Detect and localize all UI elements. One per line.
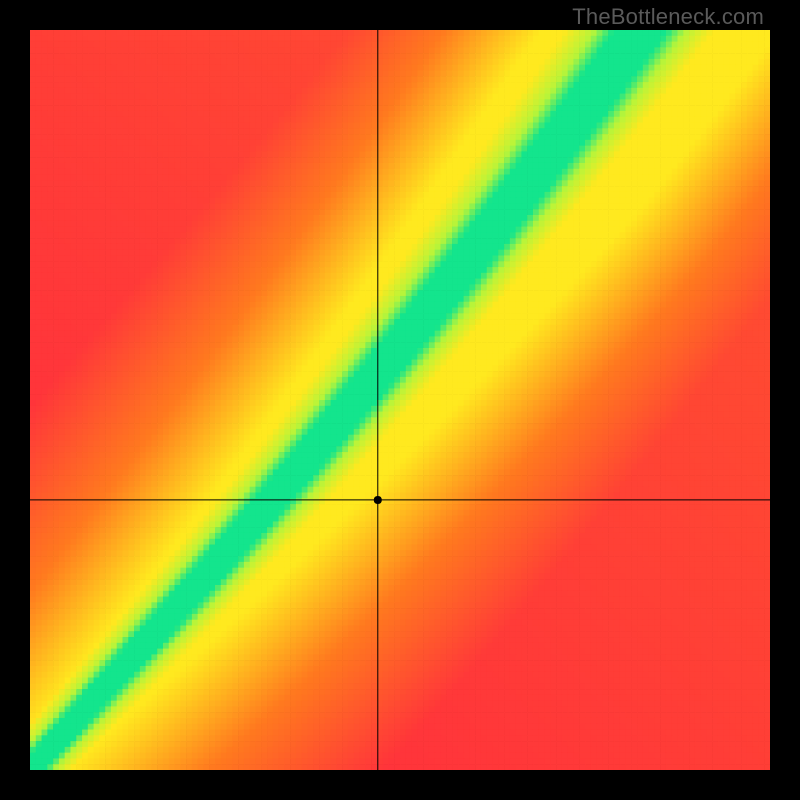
heatmap-panel: [30, 30, 770, 770]
chart-container: TheBottleneck.com: [0, 0, 800, 800]
watermark-text: TheBottleneck.com: [572, 4, 764, 30]
bottleneck-heatmap: [30, 30, 770, 770]
